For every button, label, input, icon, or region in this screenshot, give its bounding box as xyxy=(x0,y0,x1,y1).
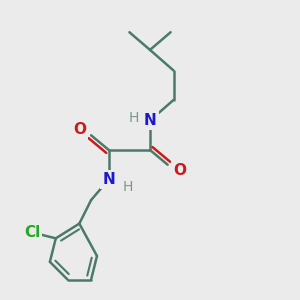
Text: N: N xyxy=(102,172,115,187)
Text: H: H xyxy=(129,111,139,124)
Text: O: O xyxy=(73,122,86,137)
Text: Cl: Cl xyxy=(24,225,40,240)
Text: O: O xyxy=(173,163,186,178)
Text: H: H xyxy=(122,180,133,194)
Text: N: N xyxy=(144,113,156,128)
